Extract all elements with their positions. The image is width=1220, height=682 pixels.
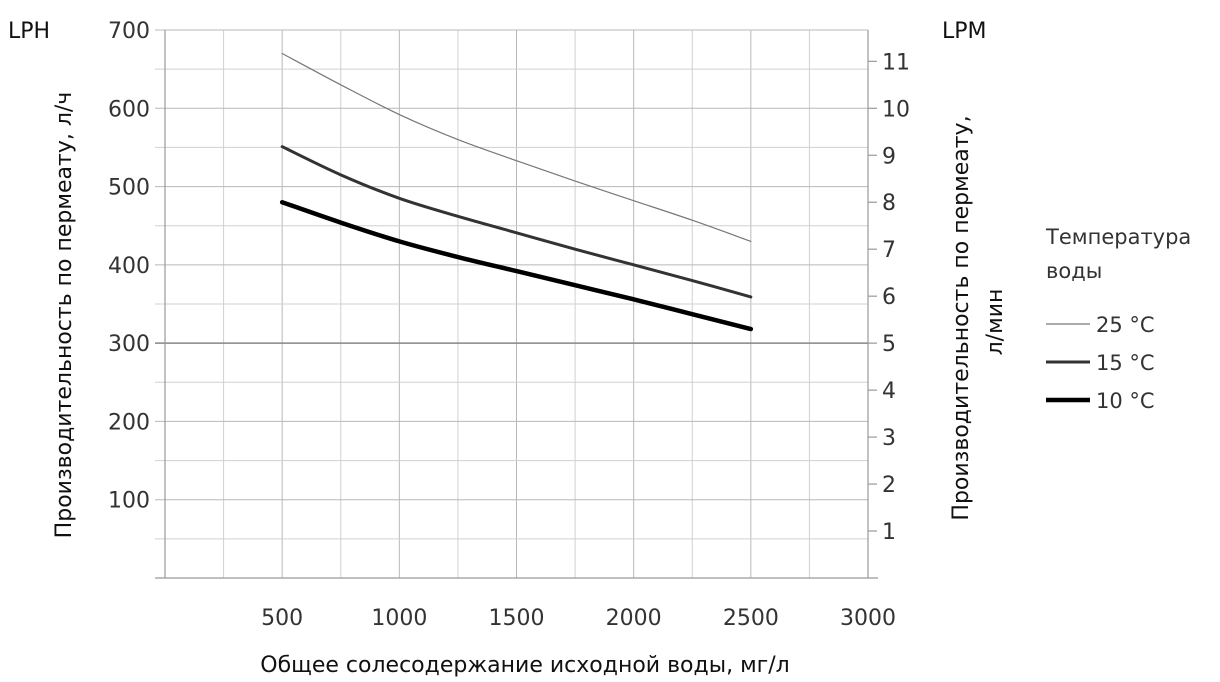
x-tick-label: 2000	[606, 606, 662, 631]
y-tick-label-right: 9	[882, 144, 896, 169]
y-tick-label-left: 600	[108, 97, 150, 122]
y-tick-label-right: 8	[882, 191, 896, 216]
x-tick-label: 1500	[489, 606, 545, 631]
y-tick-label-right: 3	[882, 426, 896, 451]
x-tick-label: 3000	[840, 606, 896, 631]
y-tick-label-right: 7	[882, 238, 896, 263]
y-tick-label-left: 500	[108, 176, 150, 201]
y-tick-label-right: 5	[882, 332, 896, 357]
y-tick-label-right: 11	[882, 50, 910, 75]
y-tick-label-left: 400	[108, 254, 150, 279]
y-tick-label-right: 1	[882, 520, 896, 545]
y-axis-title-right-line1: Производительность по пермеату,	[949, 115, 974, 520]
y-tick-label-right: 10	[882, 97, 910, 122]
y-tick-label-right: 4	[882, 379, 896, 404]
legend-title-line2: воды	[1046, 259, 1102, 283]
right-unit-label: LPM	[942, 19, 987, 44]
x-axis-title: Общее солесодержание исходной воды, мг/л	[260, 653, 789, 678]
y-tick-label-left: 300	[108, 332, 150, 357]
y-tick-label-left: 700	[108, 19, 150, 44]
legend-entry-label: 15 °C	[1096, 351, 1155, 375]
y-tick-label-right: 2	[882, 473, 896, 498]
legend: Температура воды 25 °C 15 °C 10 °C	[1045, 225, 1191, 413]
x-tick-label: 500	[261, 606, 303, 631]
legend-entry-label: 25 °C	[1096, 313, 1155, 337]
y-tick-label-left: 200	[108, 410, 150, 435]
x-tick-label: 1000	[371, 606, 427, 631]
grid	[155, 30, 868, 578]
legend-title-line1: Температура	[1045, 225, 1191, 249]
y-axis-title-left: Производительность по пермеату, л/ч	[52, 92, 77, 539]
legend-entry-label: 10 °C	[1096, 389, 1155, 413]
left-unit-label: LPH	[8, 19, 50, 44]
y-tick-label-left: 100	[108, 489, 150, 514]
x-tick-label: 2500	[723, 606, 779, 631]
y-axis-title-right-line2: л/мин	[983, 289, 1008, 356]
y-tick-label-right: 6	[882, 285, 896, 310]
